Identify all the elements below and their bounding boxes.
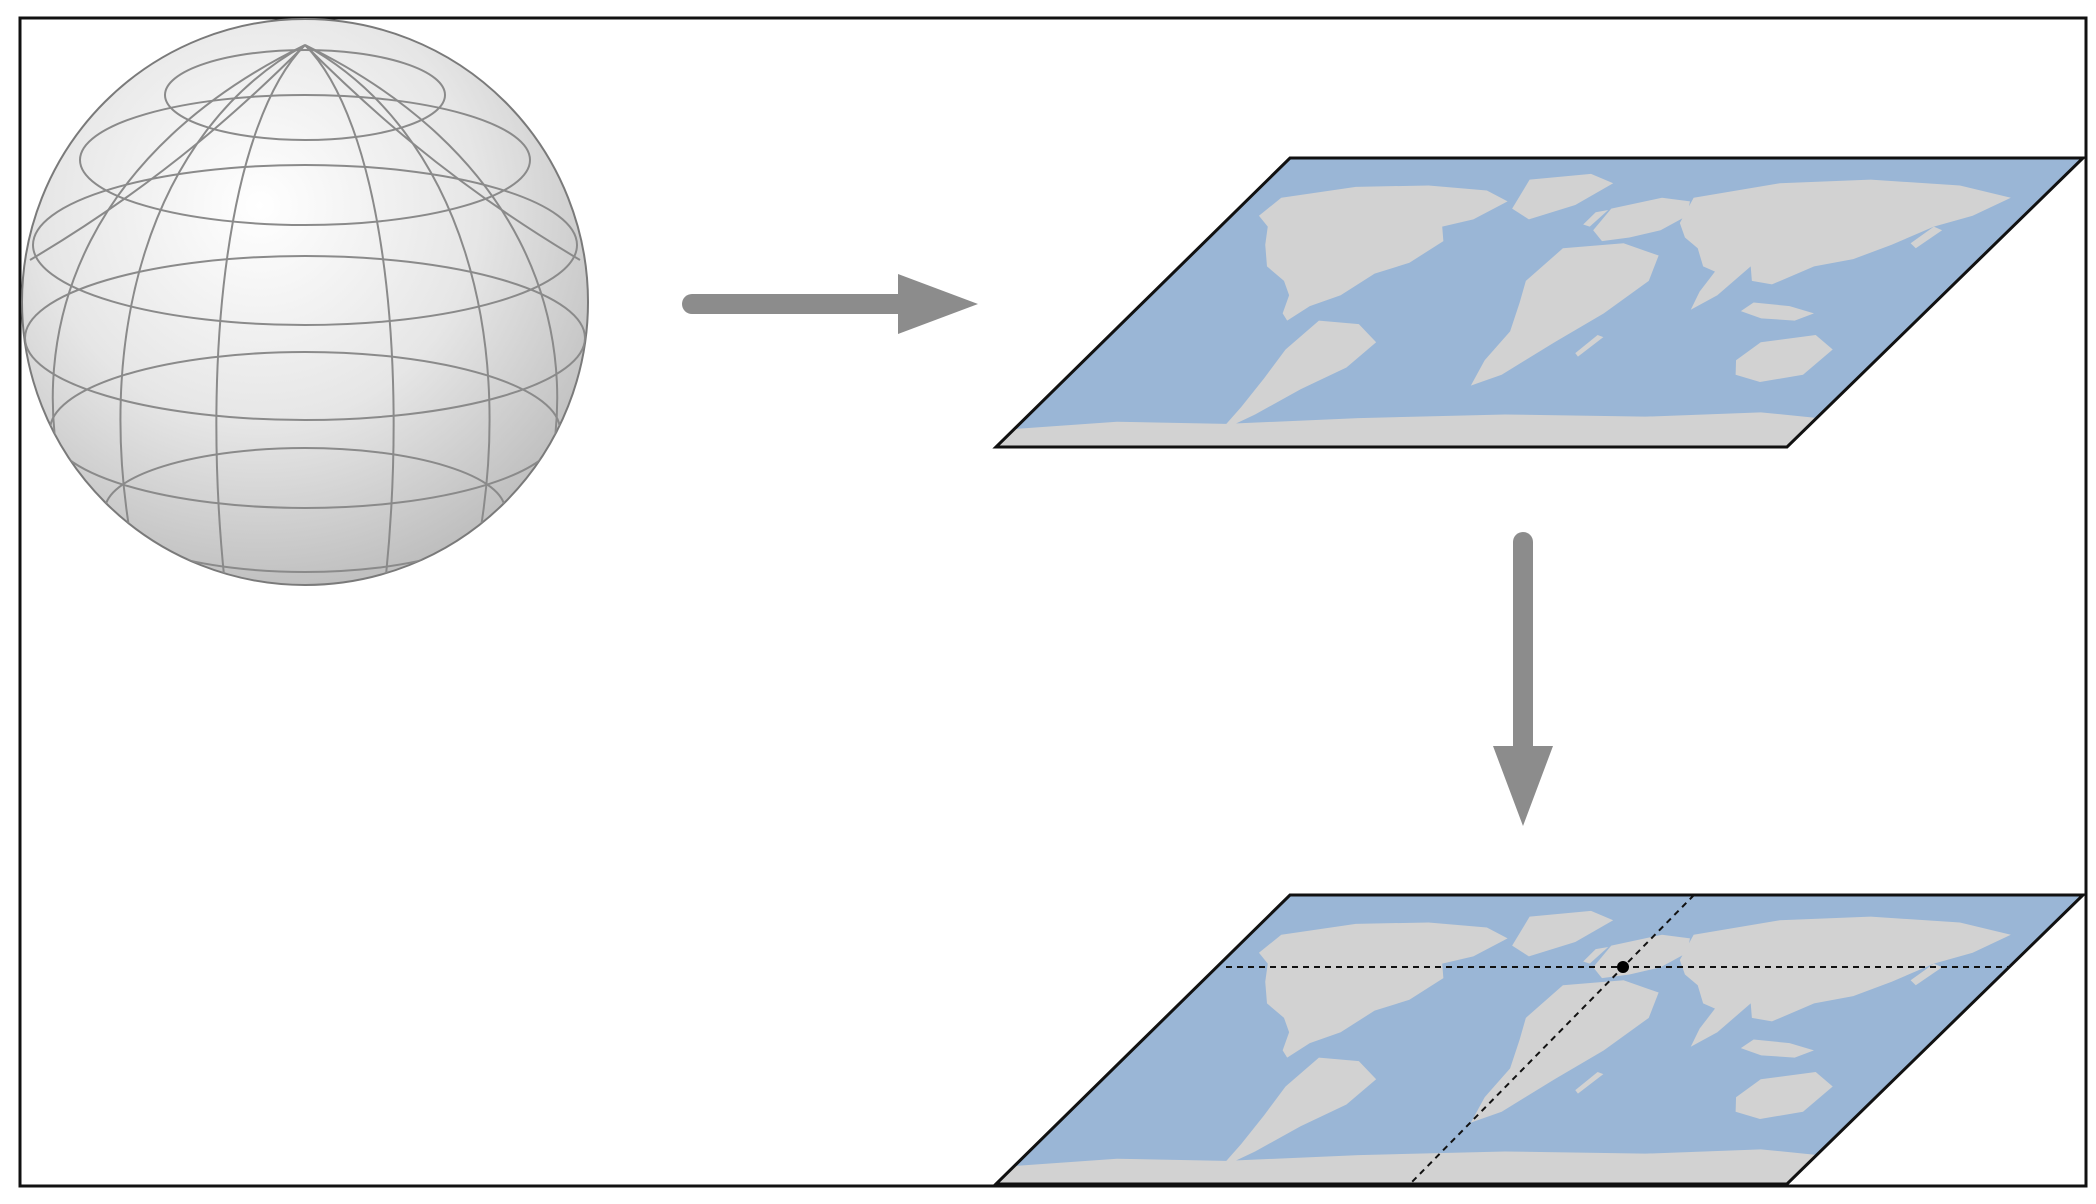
meridian-line	[51, 44, 306, 471]
meridian-line	[304, 44, 491, 561]
vertical-reference-line	[1409, 894, 1695, 1185]
arrow-right	[682, 274, 978, 334]
latitude-line	[164, 49, 446, 141]
latitude-line	[79, 94, 531, 226]
flat-map-world	[996, 158, 2083, 447]
arrow-down	[1493, 532, 1553, 826]
meridian-line	[304, 44, 395, 585]
globe-sphere	[21, 18, 589, 586]
gridded-map-world	[996, 895, 2083, 1184]
meridian-line	[29, 44, 306, 261]
gridded-map-node	[992, 893, 2087, 1186]
arrow-head	[1493, 746, 1553, 826]
flat-map-content	[996, 158, 2083, 447]
meridian-line	[304, 44, 581, 261]
globe-node	[21, 18, 589, 586]
outer-frame-border	[18, 16, 2088, 1188]
arrow-head	[898, 274, 978, 334]
flat-map-border	[992, 156, 2087, 449]
meridian-line	[215, 44, 306, 585]
latitude-line	[24, 255, 586, 421]
gridded-map-border	[992, 893, 2087, 1186]
meridian-line	[304, 44, 559, 471]
flat-map-node	[992, 156, 2087, 449]
origin-point	[1617, 961, 1629, 973]
latitude-line	[32, 164, 578, 326]
meridian-line	[119, 44, 306, 561]
gridded-map-content	[996, 895, 2083, 1184]
